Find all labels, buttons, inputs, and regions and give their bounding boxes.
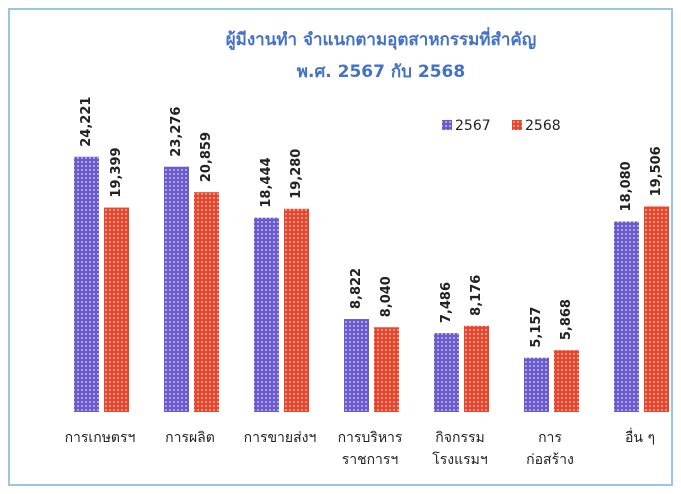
bar bbox=[434, 333, 459, 412]
value-label: 18,080 bbox=[619, 161, 634, 211]
x-tick-label: โรงแรมฯ bbox=[432, 451, 488, 468]
legend-swatch bbox=[442, 120, 452, 130]
legend-label: 2567 bbox=[455, 118, 491, 134]
bar bbox=[524, 357, 549, 412]
value-label: 23,276 bbox=[169, 107, 184, 157]
bar bbox=[194, 192, 219, 412]
legend-label: 2568 bbox=[525, 118, 561, 134]
value-label: 8,822 bbox=[349, 268, 364, 309]
value-label: 24,221 bbox=[79, 97, 94, 147]
value-label: 8,040 bbox=[379, 276, 394, 317]
x-tick-label: การเกษตรฯ bbox=[65, 430, 136, 446]
value-label: 18,444 bbox=[259, 157, 274, 207]
bar bbox=[644, 206, 669, 412]
chart-subtitle: พ.ศ. 2567 กับ 2568 bbox=[297, 62, 465, 82]
x-tick-label: การ bbox=[538, 430, 562, 446]
bar bbox=[464, 325, 489, 412]
value-label: 19,506 bbox=[649, 146, 664, 196]
x-tick-label: ราชการฯ bbox=[342, 452, 399, 468]
bar bbox=[344, 319, 369, 412]
value-label: 5,157 bbox=[529, 307, 544, 348]
value-label: 8,176 bbox=[469, 275, 484, 316]
bar bbox=[284, 208, 309, 412]
bar bbox=[554, 350, 579, 412]
bar bbox=[164, 166, 189, 412]
x-tick-label: การผลิต bbox=[165, 430, 215, 446]
legend-swatch bbox=[512, 120, 522, 130]
x-tick-label: กิจกรรม bbox=[435, 430, 484, 446]
chart-title: ผู้มีงานทำ จำแนกตามอุตสาหกรรมที่สำคัญ bbox=[226, 27, 537, 51]
value-label: 20,859 bbox=[199, 132, 214, 182]
bar bbox=[74, 156, 99, 412]
bar bbox=[104, 207, 129, 412]
x-tick-label: อื่น ๆ bbox=[625, 428, 655, 446]
value-label: 5,868 bbox=[559, 299, 574, 340]
x-tick-label: การบริหาร bbox=[338, 430, 403, 446]
bar bbox=[254, 217, 279, 412]
x-tick-label: การขายส่งฯ bbox=[244, 430, 317, 446]
bar bbox=[614, 221, 639, 412]
value-label: 19,280 bbox=[289, 149, 304, 199]
value-label: 7,486 bbox=[439, 282, 454, 323]
bar bbox=[374, 327, 399, 412]
x-tick-label: ก่อสร้าง bbox=[526, 452, 574, 468]
value-label: 19,399 bbox=[109, 147, 124, 197]
